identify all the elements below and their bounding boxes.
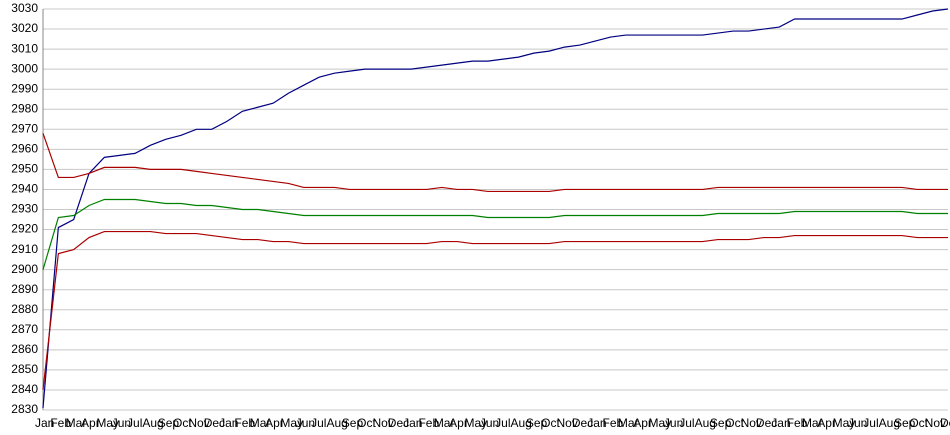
- x-tick-label: Nov: [372, 416, 393, 430]
- y-tick-label: 2840: [11, 382, 38, 396]
- x-tick-label: Aug: [142, 416, 163, 430]
- x-tick-label: Jul: [495, 416, 510, 430]
- y-tick-label: 2870: [11, 322, 38, 336]
- x-tick-label: Jan: [403, 416, 422, 430]
- x-tick-label: May: [280, 416, 303, 430]
- y-tick-label: 2920: [11, 222, 38, 236]
- x-tick-label: Feb: [50, 416, 71, 430]
- x-tick-label: Jun: [848, 416, 867, 430]
- x-tick-label: Apr: [265, 416, 284, 430]
- x-tick-label: Feb: [787, 416, 808, 430]
- y-tick-label: 3000: [11, 61, 38, 75]
- x-tick-label: Sep: [710, 416, 732, 430]
- series-line: [42, 133, 948, 193]
- y-tick-label: 2850: [11, 362, 38, 376]
- y-tick-label: 3030: [11, 1, 38, 15]
- x-tick-label: Jul: [311, 416, 326, 430]
- x-tick-label: Sep: [526, 416, 548, 430]
- x-tick-label: Jan: [771, 416, 790, 430]
- y-tick-label: 3010: [11, 41, 38, 55]
- x-tick-label: Mar: [66, 416, 87, 430]
- x-tick-label: Oct: [909, 416, 928, 430]
- x-tick-label: Aug: [695, 416, 716, 430]
- y-tick-label: 2990: [11, 81, 38, 95]
- series-line: [42, 198, 948, 270]
- x-tick-label: Nov: [741, 416, 762, 430]
- y-tick-label: 2940: [11, 182, 38, 196]
- x-tick-label: Jan: [219, 416, 238, 430]
- x-tick-label: Sep: [342, 416, 364, 430]
- x-tick-label: Aug: [879, 416, 900, 430]
- x-tick-label: Mar: [802, 416, 823, 430]
- x-tick-label: Jan: [35, 416, 54, 430]
- x-tick-label: May: [833, 416, 856, 430]
- x-tick-label: Nov: [557, 416, 578, 430]
- y-tick-label: 2970: [11, 121, 38, 135]
- y-tick-label: 2910: [11, 242, 38, 256]
- x-tick-label: Aug: [326, 416, 347, 430]
- x-tick-label: May: [649, 416, 672, 430]
- x-tick-label: May: [464, 416, 487, 430]
- y-tick-label: 2960: [11, 142, 38, 156]
- x-tick-label: Mar: [618, 416, 639, 430]
- x-tick-label: Feb: [603, 416, 624, 430]
- x-tick-label: Dec: [204, 416, 225, 430]
- x-tick-label: Apr: [633, 416, 652, 430]
- y-tick-label: 2830: [11, 402, 38, 416]
- x-tick-label: Feb: [418, 416, 439, 430]
- x-tick-label: Jul: [127, 416, 142, 430]
- x-tick-label: Mar: [250, 416, 271, 430]
- y-tick-label: 2890: [11, 282, 38, 296]
- x-tick-label: Oct: [173, 416, 192, 430]
- x-tick-label: Apr: [817, 416, 836, 430]
- x-tick-label: Apr: [449, 416, 468, 430]
- y-tick-label: 2950: [11, 162, 38, 176]
- x-tick-label: Sep: [894, 416, 916, 430]
- x-tick-label: Dec: [940, 416, 950, 430]
- x-tick-label: Dec: [572, 416, 593, 430]
- x-tick-label: Oct: [541, 416, 560, 430]
- x-tick-label: Jun: [664, 416, 683, 430]
- x-tick-label: Aug: [511, 416, 532, 430]
- x-tick-label: Oct: [357, 416, 376, 430]
- series-line: [42, 8, 949, 409]
- x-tick-label: Jun: [480, 416, 499, 430]
- x-tick-label: Sep: [158, 416, 180, 430]
- x-tick-label: Nov: [925, 416, 946, 430]
- x-tick-label: Feb: [234, 416, 255, 430]
- x-tick-label: Dec: [388, 416, 409, 430]
- x-tick-label: Oct: [725, 416, 744, 430]
- x-tick-label: Jun: [296, 416, 315, 430]
- series-line: [42, 230, 948, 391]
- x-tick-label: Apr: [81, 416, 100, 430]
- y-tick-label: 3020: [11, 21, 38, 35]
- y-tick-label: 2860: [11, 342, 38, 356]
- y-tick-label: 2880: [11, 302, 38, 316]
- y-tick-label: 2930: [11, 202, 38, 216]
- x-tick-label: Jan: [587, 416, 606, 430]
- x-tick-label: Jul: [863, 416, 878, 430]
- x-tick-label: Dec: [756, 416, 777, 430]
- x-tick-label: Mar: [434, 416, 455, 430]
- x-tick-label: Jul: [679, 416, 694, 430]
- x-tick-label: May: [96, 416, 119, 430]
- y-tick-label: 2980: [11, 101, 38, 115]
- y-tick-label: 2900: [11, 262, 38, 276]
- x-tick-label: Jun: [112, 416, 131, 430]
- x-tick-label: Nov: [188, 416, 209, 430]
